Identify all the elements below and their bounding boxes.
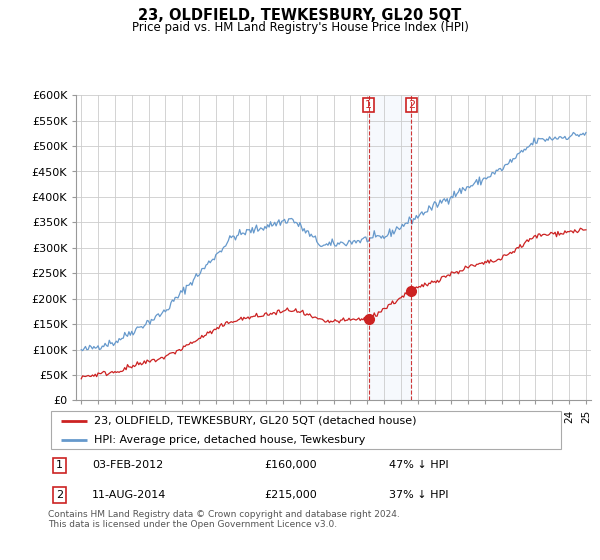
Bar: [369, 95, 412, 400]
Text: 37% ↓ HPI: 37% ↓ HPI: [389, 490, 448, 500]
Text: HPI: Average price, detached house, Tewkesbury: HPI: Average price, detached house, Tewk…: [94, 435, 366, 445]
Text: 2: 2: [56, 490, 63, 500]
Text: 23, OLDFIELD, TEWKESBURY, GL20 5QT: 23, OLDFIELD, TEWKESBURY, GL20 5QT: [139, 8, 461, 24]
Text: Price paid vs. HM Land Registry's House Price Index (HPI): Price paid vs. HM Land Registry's House …: [131, 21, 469, 34]
Text: 47% ↓ HPI: 47% ↓ HPI: [389, 460, 448, 470]
Text: Contains HM Land Registry data © Crown copyright and database right 2024.
This d: Contains HM Land Registry data © Crown c…: [48, 510, 400, 529]
Text: 1: 1: [56, 460, 63, 470]
FancyBboxPatch shape: [50, 411, 562, 449]
Text: 2: 2: [408, 100, 415, 110]
Text: 1: 1: [365, 100, 372, 110]
Text: 11-AUG-2014: 11-AUG-2014: [92, 490, 166, 500]
Text: £160,000: £160,000: [265, 460, 317, 470]
Text: £215,000: £215,000: [265, 490, 317, 500]
Text: 23, OLDFIELD, TEWKESBURY, GL20 5QT (detached house): 23, OLDFIELD, TEWKESBURY, GL20 5QT (deta…: [94, 416, 417, 426]
Text: 03-FEB-2012: 03-FEB-2012: [92, 460, 163, 470]
